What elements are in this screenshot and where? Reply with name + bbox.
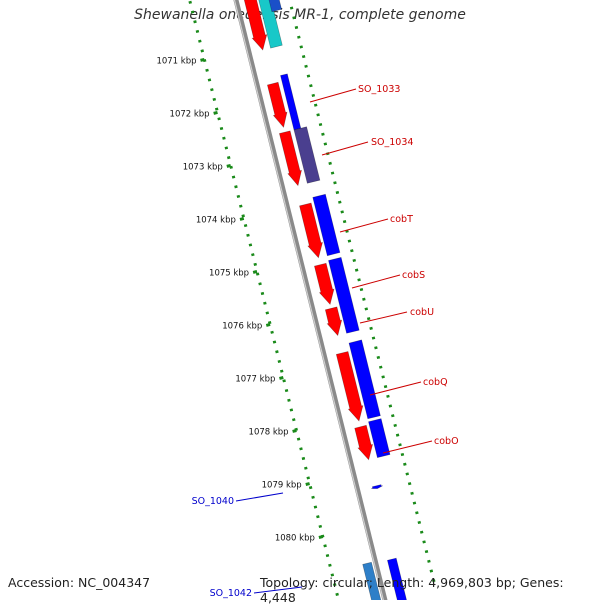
gene-label-so-1033: SO_1033 xyxy=(358,84,400,95)
gene-arrow xyxy=(328,257,360,334)
gene-arrow xyxy=(354,424,374,461)
gene-label-leader xyxy=(359,311,408,324)
scale-tick-mark xyxy=(252,270,258,274)
scale-tick-label: 1077 kbp xyxy=(235,375,275,385)
gene-label-cobs: cobS xyxy=(402,270,425,281)
scale-tick-mark xyxy=(226,163,232,168)
scale-tick-label: 1078 kbp xyxy=(249,428,289,438)
scale-tick-mark xyxy=(292,429,297,433)
scale-tick-label: 1079 kbp xyxy=(262,481,302,491)
gene-arrow xyxy=(258,0,283,49)
gene-features xyxy=(243,0,407,600)
gene-arrow xyxy=(312,193,341,257)
scale-tick-label: 1073 kbp xyxy=(183,162,223,172)
gene-arrow xyxy=(267,81,288,128)
gene-label-leader xyxy=(321,141,369,156)
gene-label-cobq: cobQ xyxy=(423,377,448,388)
scale-tick-mark xyxy=(279,376,284,380)
gene-label-leader xyxy=(351,274,401,289)
gene-label-cobt: cobT xyxy=(390,214,413,225)
gene-arrow xyxy=(387,557,407,600)
gene-label-leader xyxy=(369,381,422,396)
gene-label-so-1034: SO_1034 xyxy=(371,137,413,148)
scale-tick-label: 1074 kbp xyxy=(196,215,236,225)
gene-arrow xyxy=(324,306,343,337)
gene-labels: SO_1033 SO_1034 cobT cobS cobU cobQ cobO SO_104… xyxy=(192,84,459,599)
scale-tick-mark xyxy=(265,323,271,327)
gene-arrow xyxy=(280,73,302,131)
gene-label-cobo: cobO xyxy=(434,436,459,447)
backbone-layer xyxy=(233,0,388,600)
scale-tick-label: 1080 kbp xyxy=(275,534,315,544)
gene-label-leader xyxy=(309,88,357,103)
gene-arrow xyxy=(368,418,391,458)
scale-tick-label: 1071 kbp xyxy=(156,56,196,66)
backbone-line xyxy=(233,0,388,600)
backbone-highlight xyxy=(233,0,384,600)
scale-tick-mark xyxy=(239,216,245,221)
gene-label-leader xyxy=(339,218,389,233)
gene-arrow xyxy=(293,126,321,184)
gene-label-so-1040: SO_1040 xyxy=(192,496,234,507)
scale-tick-label: 1075 kbp xyxy=(209,268,249,278)
gene-arrow xyxy=(348,339,381,420)
scale-ticks: 1071 kbp 1072 kbp 1073 kbp 1074 kbp 1075 kbp… xyxy=(156,56,324,544)
gene-arrow xyxy=(314,262,335,306)
genome-summary-text: Topology: circular; Length: 4,969,803 bp… xyxy=(260,575,564,605)
gene-label-leader xyxy=(382,440,433,454)
scale-tick-mark xyxy=(318,535,324,539)
gene-arrow xyxy=(279,130,302,187)
gene-arrow xyxy=(362,561,382,600)
gene-label-leader xyxy=(253,586,303,594)
gene-arrow xyxy=(268,0,282,13)
gene-arrow xyxy=(335,351,364,422)
gene-arrow xyxy=(243,0,268,51)
gene-arrow xyxy=(371,484,383,489)
scale-tick-mark xyxy=(305,482,310,486)
map-title: Shewanella onedensis MR-1, complete geno… xyxy=(134,7,466,23)
track-boundary xyxy=(188,0,341,600)
accession-text: Accession: NC_004347 xyxy=(8,575,151,590)
gene-label-cobu: cobU xyxy=(410,307,434,318)
gene-arrow xyxy=(299,202,323,259)
gene-label-leader xyxy=(235,492,284,502)
gene-label-so-1042: SO_1042 xyxy=(210,588,252,599)
scale-tick-mark xyxy=(200,57,205,62)
scale-tick-mark xyxy=(213,110,218,115)
scale-tick-label: 1072 kbp xyxy=(170,109,210,119)
scale-tick-label: 1076 kbp xyxy=(222,321,262,331)
